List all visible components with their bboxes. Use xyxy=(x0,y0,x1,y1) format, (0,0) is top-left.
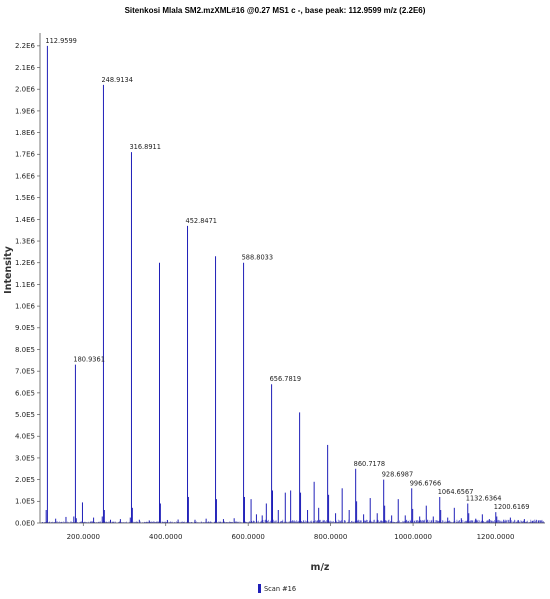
y-tick-label: 1.1E6 xyxy=(15,281,36,289)
peak-label: 656.7819 xyxy=(270,375,301,383)
x-tick-label: 1000.0000 xyxy=(394,533,432,541)
y-tick-label: 1.0E6 xyxy=(15,303,36,311)
y-tick-label: 1.2E6 xyxy=(15,259,36,267)
peak-label: 1200.6169 xyxy=(494,503,530,511)
peak-label: 112.9599 xyxy=(45,37,76,45)
peak-label: 180.9361 xyxy=(73,356,104,364)
peak-label: 588.8033 xyxy=(242,254,273,262)
y-tick-label: 1.6E6 xyxy=(15,172,36,180)
peak-label: 860.7178 xyxy=(354,460,385,468)
y-axis-label: Intensity xyxy=(3,245,14,293)
y-tick-label: 1.5E6 xyxy=(15,194,36,202)
peak-label: 928.6987 xyxy=(382,471,413,479)
chart-legend: Scan #16 xyxy=(258,584,296,593)
y-tick-label: 1.7E6 xyxy=(15,151,36,159)
y-tick-label: 1.8E6 xyxy=(15,129,36,137)
y-tick-label: 1.0E5 xyxy=(15,498,35,506)
x-axis-label: m/z xyxy=(311,562,330,573)
chart-title: Sitenkosi Mlala SM2.mzXML#16 @0.27 MS1 c… xyxy=(125,6,426,15)
peak-label: 452.8471 xyxy=(186,217,217,225)
y-tick-label: 1.9E6 xyxy=(15,107,36,115)
y-tick-label: 2.2E6 xyxy=(15,42,36,50)
y-tick-label: 7.0E5 xyxy=(15,368,35,376)
y-tick-label: 2.1E6 xyxy=(15,64,36,72)
y-tick-label: 3.0E5 xyxy=(15,454,35,462)
y-tick-label: 5.0E5 xyxy=(15,411,35,419)
x-tick-label: 1200.0000 xyxy=(477,533,515,541)
y-tick-label: 0.0E0 xyxy=(15,519,35,527)
peak-labels: 112.9599 180.9361 248.9134 316.8911 452.8471… xyxy=(45,37,529,511)
peak-label: 1132.6364 xyxy=(466,494,502,502)
y-tick-label: 1.3E6 xyxy=(15,237,36,245)
y-tick-label: 8.0E5 xyxy=(15,346,35,354)
peak-label: 1064.6567 xyxy=(438,488,474,496)
x-axis-ticks: 200.0000 400.0000 600.0000 800.0000 1000.000… xyxy=(67,523,515,541)
x-tick-label: 200.0000 xyxy=(67,533,100,541)
y-tick-label: 2.0E6 xyxy=(15,86,36,94)
y-tick-label: 2.0E5 xyxy=(15,476,35,484)
peak-label: 316.8911 xyxy=(129,143,160,151)
peak-label: 996.6766 xyxy=(410,479,441,487)
peak-bars xyxy=(45,45,540,523)
x-tick-label: 400.0000 xyxy=(149,533,182,541)
x-tick-label: 800.0000 xyxy=(314,533,347,541)
y-tick-label: 4.0E5 xyxy=(15,433,35,441)
peak-label: 248.9134 xyxy=(101,76,132,84)
legend-series-name: Scan #16 xyxy=(264,585,296,593)
y-tick-label: 9.0E5 xyxy=(15,324,35,332)
x-tick-label: 600.0000 xyxy=(231,533,264,541)
y-axis-ticks: 0.0E0 1.0E5 2.0E5 3.0E5 4.0E5 5.0E5 6.0E5 7.0E5… xyxy=(15,42,40,527)
y-tick-label: 6.0E5 xyxy=(15,389,35,397)
legend-swatch xyxy=(258,584,261,593)
y-tick-label: 1.4E6 xyxy=(15,216,36,224)
